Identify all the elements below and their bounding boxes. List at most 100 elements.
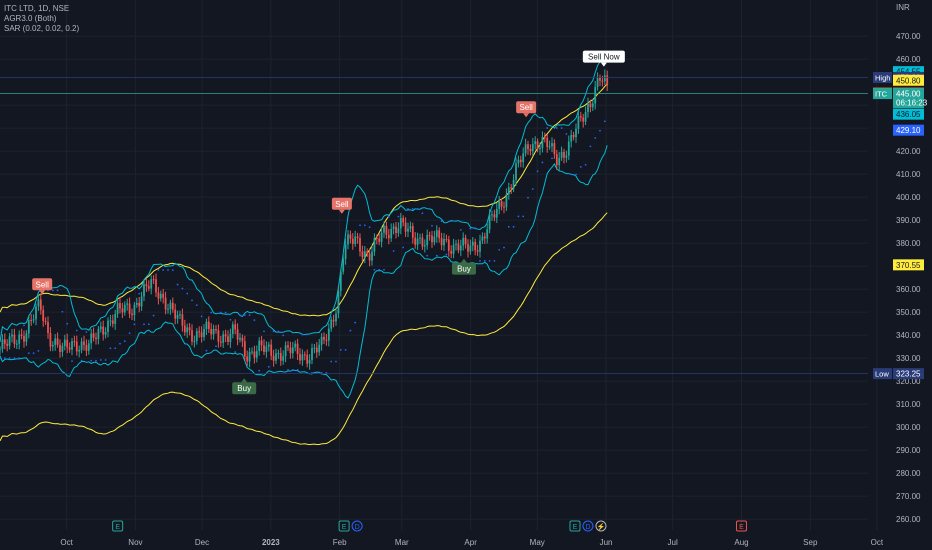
candle-body xyxy=(128,303,131,314)
candle-body xyxy=(522,153,525,163)
price-labels: 454.55452.00High450.80445.20Pre445.0006:… xyxy=(873,66,928,380)
candle-body xyxy=(71,341,73,350)
event-dividend-icon[interactable]: D xyxy=(351,520,363,532)
sar-dot xyxy=(27,352,30,355)
candle-body xyxy=(327,328,330,341)
time-axis[interactable]: Oct Nov Dec 2023 Feb Mar Apr May Jun Jul Aug Sep Oct xyxy=(60,538,884,547)
sar-dot xyxy=(435,254,438,257)
event-frame xyxy=(595,520,607,532)
candle-body xyxy=(555,154,558,166)
sar-dot xyxy=(229,318,232,321)
x-tick-label: Dec xyxy=(195,538,209,547)
indicator-sar[interactable]: SAR (0.02, 0.02, 0.2) xyxy=(4,24,80,33)
event-earnings-icon[interactable]: E xyxy=(338,520,350,532)
event-frame xyxy=(338,520,350,532)
price-label-value: 436.05 xyxy=(896,110,921,119)
sar-dot xyxy=(267,365,270,368)
candle-body xyxy=(95,337,97,340)
indicator-agr[interactable]: AGR3.0 (Both) xyxy=(4,14,57,23)
candle-body xyxy=(594,86,597,104)
sar-dot xyxy=(253,319,256,322)
candle-body xyxy=(133,304,136,316)
candle-body xyxy=(217,330,220,342)
sar-dot xyxy=(128,332,131,334)
sar-dot xyxy=(104,359,107,361)
sar-dot xyxy=(152,314,155,317)
sar-dot xyxy=(109,347,112,350)
candle-body xyxy=(469,245,472,252)
candle-body xyxy=(159,293,162,299)
x-tick-label: Nov xyxy=(128,538,142,547)
candle-body xyxy=(531,143,534,152)
parabolic-sar xyxy=(0,120,606,374)
candle-body xyxy=(104,331,107,335)
candle-body xyxy=(524,144,527,154)
price-label-box xyxy=(893,88,924,109)
candle-body xyxy=(27,320,30,334)
candle-body xyxy=(0,348,1,350)
sar-dot xyxy=(287,369,289,371)
x-tick-label: Oct xyxy=(60,538,73,547)
candle-body xyxy=(92,333,95,338)
candle-body xyxy=(551,143,553,147)
candle-body xyxy=(479,240,481,252)
sar-dot xyxy=(373,268,376,271)
candle-body xyxy=(315,347,318,353)
candle-body xyxy=(301,354,304,361)
sar-dot xyxy=(339,349,342,351)
price-label-tag-box xyxy=(873,88,892,100)
event-frame xyxy=(351,520,363,532)
event-earnings-icon[interactable]: E xyxy=(735,520,747,532)
y-tick-label: 360.00 xyxy=(896,285,921,294)
signal-badge xyxy=(451,262,476,275)
candle-body xyxy=(512,179,515,189)
sar-dot xyxy=(498,248,501,251)
high-low-lines xyxy=(0,77,868,375)
price-label-value: 370.55 xyxy=(896,261,921,270)
event-letter: D xyxy=(355,524,360,531)
candle-body xyxy=(224,334,227,337)
candle-body xyxy=(474,241,477,251)
sar-dot xyxy=(565,133,568,135)
event-split-icon[interactable]: ⚡ xyxy=(595,520,607,532)
x-tick-label: Jun xyxy=(600,538,613,547)
y-tick-label: 410.00 xyxy=(896,170,921,179)
x-tick-label: Feb xyxy=(333,538,347,547)
candle-body xyxy=(318,344,321,353)
candle-body xyxy=(368,253,371,261)
event-letter: E xyxy=(342,524,347,531)
candle-body xyxy=(157,292,160,299)
candle-body xyxy=(536,141,539,150)
candle-body xyxy=(198,331,201,333)
candle-body xyxy=(66,339,69,348)
sar-dot xyxy=(378,268,381,271)
sar-dot xyxy=(469,227,472,230)
x-tick-label: Aug xyxy=(734,538,748,547)
sar-dot xyxy=(167,269,169,271)
event-dividend-icon[interactable]: D xyxy=(582,520,594,532)
candle-body xyxy=(462,237,465,246)
candle-body xyxy=(402,218,405,223)
sar-dot xyxy=(277,330,280,333)
candle-body xyxy=(39,299,42,310)
signal-pointer xyxy=(39,290,46,295)
candle-body xyxy=(255,351,258,358)
candle-body xyxy=(347,234,349,245)
event-earnings-icon[interactable]: E xyxy=(569,520,581,532)
candle-body xyxy=(575,128,577,138)
candle-body xyxy=(587,103,589,113)
candle-body xyxy=(195,331,198,342)
event-markers[interactable]: E E D E D ⚡ E xyxy=(112,520,747,532)
sar-dot xyxy=(61,310,64,313)
candle-body xyxy=(243,341,246,357)
upper-band-line xyxy=(0,53,608,343)
event-earnings-icon[interactable]: E xyxy=(112,520,124,532)
price-label-box xyxy=(893,124,924,136)
symbol-title[interactable]: ITC LTD, 1D, NSE xyxy=(4,4,70,13)
sar-dot xyxy=(210,311,213,314)
candle-body xyxy=(500,201,503,207)
y-tick-label: 260.00 xyxy=(896,515,921,524)
candle-body xyxy=(395,226,397,234)
